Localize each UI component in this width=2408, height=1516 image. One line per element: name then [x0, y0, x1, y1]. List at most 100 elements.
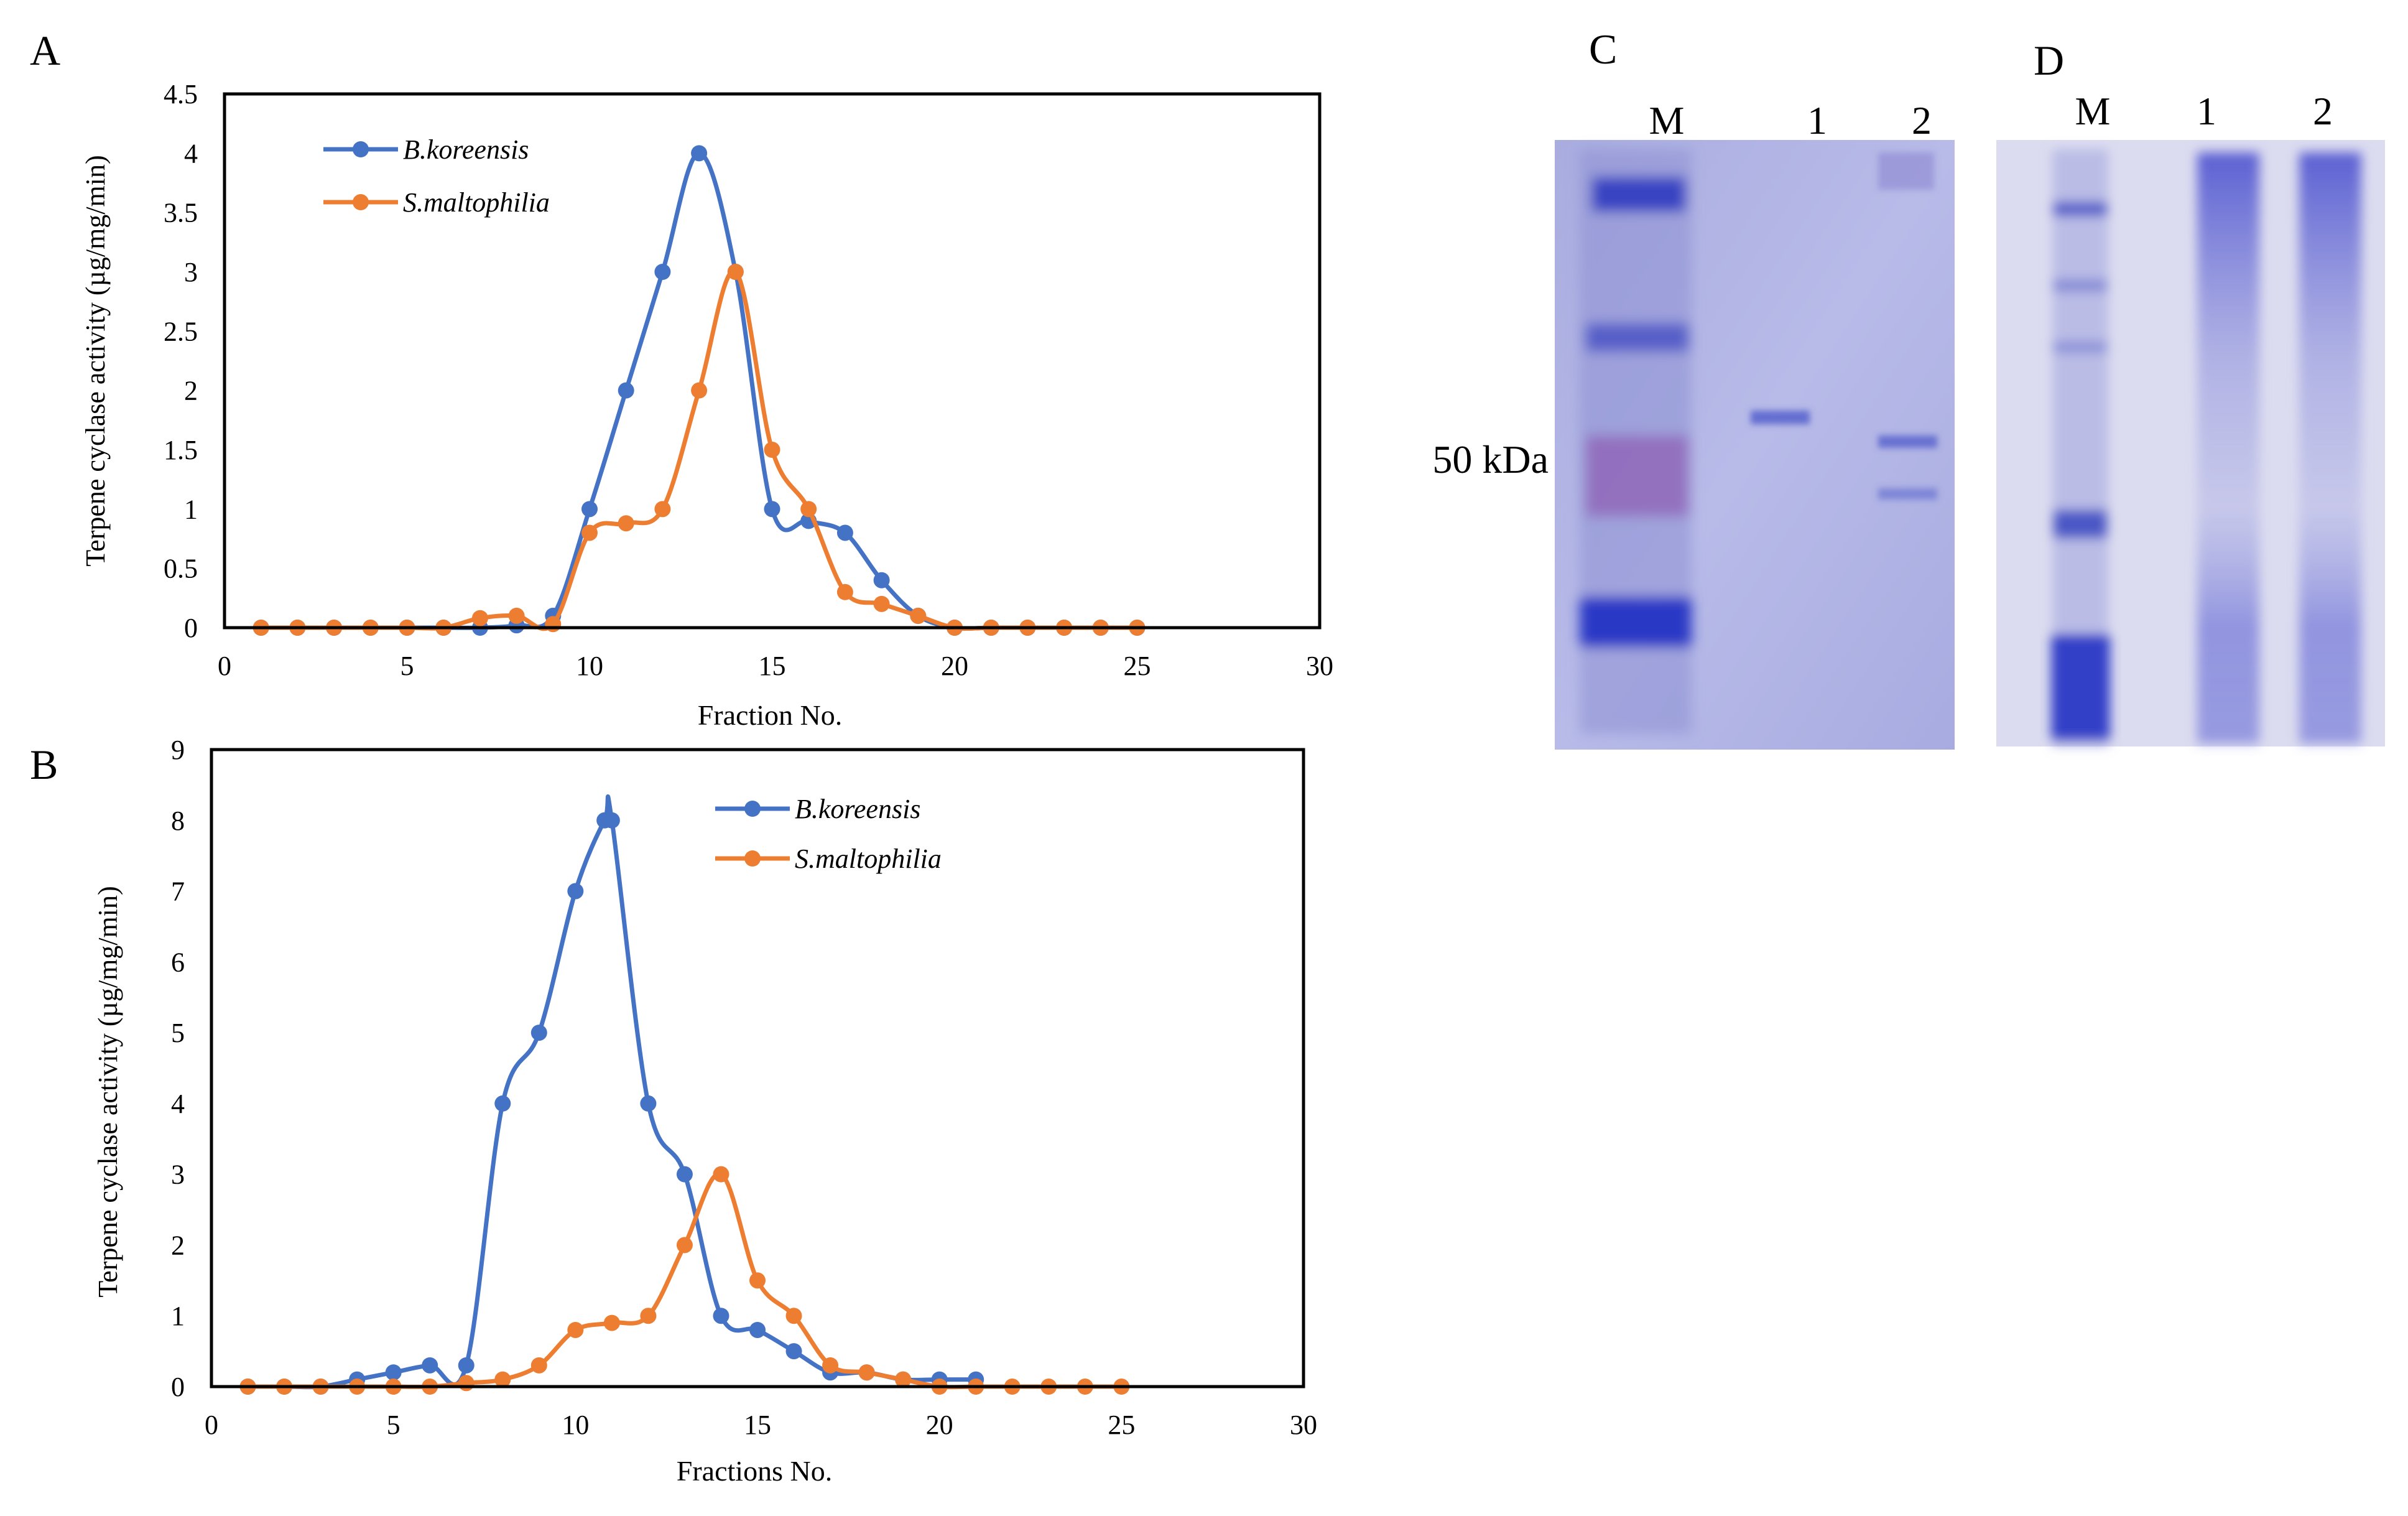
chart-b-x-tick-label: 10: [562, 1410, 589, 1440]
chart-a-data-point-s-maltophilia: [508, 607, 525, 624]
chart-b-x-tick-label: 25: [1108, 1410, 1135, 1440]
chart-a-y-tick-label: 3: [184, 257, 198, 287]
chart-b-data-point-s-maltophilia: [567, 1321, 584, 1338]
chart-b-data-point-s-maltophilia: [895, 1371, 912, 1388]
chart-a-legend-label-b-koreensis: B.koreensis: [403, 134, 529, 165]
chart-b-data-point-b-koreensis: [640, 1095, 657, 1112]
chart-b-y-tick-label: 7: [171, 877, 185, 907]
chart-a-data-point-s-maltophilia: [873, 595, 890, 612]
chart-b-y-axis-label: Terpene cyclase activity (µg/mg/min): [93, 886, 123, 1297]
chart-a-data-point-s-maltophilia: [654, 501, 671, 518]
chart-a-y-tick-label: 2: [184, 376, 198, 406]
chart-b-data-point-b-koreensis: [530, 1025, 547, 1041]
chart-b-x-tick-label: 20: [926, 1410, 953, 1440]
chart-b-data-point-b-koreensis: [749, 1321, 766, 1338]
chart-a-legend-marker-b-koreensis: [353, 141, 369, 157]
chart-b-data-point-b-koreensis: [458, 1357, 475, 1374]
chart-b-data-point-s-maltophilia: [640, 1308, 657, 1324]
chart-b-y-tick-label: 5: [171, 1018, 185, 1048]
chart-b-data-point-s-maltophilia: [822, 1357, 839, 1374]
chart-b-data-point-s-maltophilia: [785, 1308, 802, 1324]
chart-a: 0 5 10 15 20 25 30 0 0.5 1 1.5 2 2.5 3 3.5 4 4.5 Fractio…: [80, 79, 1333, 731]
chart-b-series-line-b-koreensis: [248, 794, 976, 1390]
chart-a-y-tick-label: 1.5: [164, 435, 198, 465]
chart-a-x-tick-label: 25: [1124, 651, 1151, 681]
chart-a-data-point-b-koreensis: [836, 524, 853, 541]
chart-b-data-point-b-koreensis: [385, 1364, 402, 1381]
chart-b-y-tick-label: 8: [171, 806, 185, 836]
chart-a-data-point-b-koreensis: [654, 264, 671, 280]
chart-a-y-tick-label: 4: [184, 138, 198, 169]
chart-b-x-tick-label: 5: [387, 1410, 401, 1440]
gel-c-lane-label-2: 2: [1912, 98, 1932, 142]
chart-a-y-tick-label: 0: [184, 613, 198, 643]
gel-d-lane-label-1: 1: [2197, 89, 2216, 133]
chart-b-y-tick-label: 1: [171, 1301, 185, 1331]
chart-a-data-point-s-maltophilia: [800, 501, 817, 518]
chart-b-legend-label-b-koreensis: B.koreensis: [795, 794, 920, 824]
chart-b-legend-marker-b-koreensis: [744, 801, 761, 817]
chart-b-data-point-b-koreensis: [567, 883, 584, 900]
chart-a-x-tick-label: 20: [941, 651, 968, 681]
gel-d-sample-smears: [2197, 152, 2361, 743]
chart-b-plot-frame: [210, 748, 1305, 1388]
chart-b-data-point-b-koreensis: [713, 1308, 729, 1324]
chart-b-data-point-s-maltophilia: [494, 1371, 511, 1388]
chart-a-data-point-s-maltophilia: [691, 382, 708, 399]
chart-a-y-tick-label: 0.5: [164, 554, 198, 584]
gel-c-lane-label-m: M: [1649, 98, 1685, 142]
chart-b-data-point-b-koreensis: [422, 1357, 438, 1374]
gel-d-marker-lane: [2051, 149, 2110, 746]
chart-b-data-point-s-maltophilia: [603, 1314, 620, 1331]
gel-c-lane-label-1: 1: [1807, 98, 1827, 142]
chart-b-x-axis-label: Fractions No.: [677, 1455, 832, 1487]
gel-c: M 1 2 50 kDa: [1432, 98, 1955, 750]
chart-a-data-point-b-koreensis: [873, 572, 890, 588]
chart-a-data-point-b-koreensis: [581, 501, 598, 518]
chart-b-data-point-b-koreensis: [494, 1095, 511, 1112]
panel-label-b: B: [30, 741, 58, 788]
chart-b-data-point-s-maltophilia: [858, 1364, 875, 1381]
chart-b: 0 5 10 15 20 25 30 0 1 2 3 4 5 6 7 8 9 Fractions No. Ter…: [93, 735, 1317, 1487]
gel-d-lane-label-m: M: [2075, 89, 2111, 133]
panel-label-a: A: [30, 27, 61, 74]
chart-a-y-tick-label: 1: [184, 494, 198, 524]
chart-a-x-tick-label: 15: [759, 651, 786, 681]
chart-a-data-point-b-koreensis: [618, 382, 634, 399]
chart-b-series-line-s-maltophilia: [248, 1171, 1122, 1390]
chart-b-y-tick-label: 2: [171, 1230, 185, 1260]
chart-b-legend-marker-s-maltophilia: [744, 850, 761, 867]
chart-b-y-tick-label: 9: [171, 735, 185, 765]
chart-a-data-point-s-maltophilia: [910, 607, 927, 624]
panel-label-c: C: [1589, 26, 1618, 73]
chart-b-x-tick-label: 15: [744, 1410, 771, 1440]
chart-a-data-point-s-maltophilia: [581, 524, 598, 541]
chart-a-y-tick-label: 4.5: [164, 79, 198, 109]
chart-b-y-tick-label: 3: [171, 1160, 185, 1190]
chart-b-y-tick-label: 6: [171, 947, 185, 977]
chart-a-x-tick-label: 0: [218, 651, 231, 681]
gel-c-sample-bands: [1751, 152, 1937, 500]
chart-a-y-axis-label: Terpene cyclase activity (µg/mg/min): [80, 155, 111, 566]
chart-b-data-point-b-koreensis: [603, 812, 620, 829]
chart-a-y-tick-label: 2.5: [164, 316, 198, 346]
chart-b-data-point-s-maltophilia: [749, 1272, 766, 1289]
chart-b-data-point-s-maltophilia: [676, 1237, 693, 1253]
gel-d-lane-label-2: 2: [2313, 89, 2333, 133]
chart-a-x-tick-label: 10: [576, 651, 603, 681]
chart-a-x-tick-label: 30: [1306, 651, 1333, 681]
chart-a-data-point-s-maltophilia: [618, 515, 634, 532]
panel-label-d: D: [2034, 37, 2065, 84]
chart-b-data-point-s-maltophilia: [713, 1166, 729, 1183]
chart-b-y-tick-label: 4: [171, 1089, 185, 1119]
chart-b-x-tick-label: 0: [205, 1410, 218, 1440]
chart-a-data-point-s-maltophilia: [836, 584, 853, 600]
chart-a-x-axis-label: Fraction No.: [698, 699, 843, 731]
chart-a-series-line-s-maltophilia: [261, 269, 1137, 631]
chart-b-x-tick-label: 30: [1290, 1410, 1317, 1440]
chart-b-legend-label-s-maltophilia: S.maltophilia: [795, 844, 942, 874]
chart-a-data-point-s-maltophilia: [764, 442, 780, 458]
chart-b-data-point-b-koreensis: [785, 1343, 802, 1360]
chart-b-data-point-s-maltophilia: [530, 1357, 547, 1374]
